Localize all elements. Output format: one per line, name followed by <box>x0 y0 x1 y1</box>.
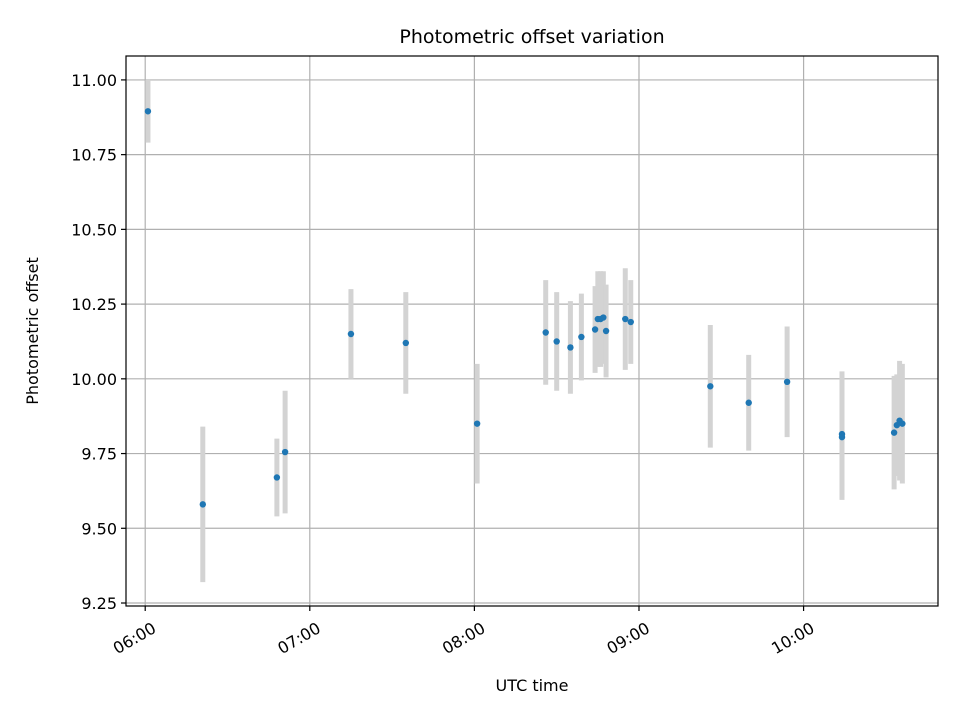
data-point <box>281 448 289 456</box>
data-point <box>199 501 207 508</box>
y-tick-label: 10.00 <box>71 370 117 389</box>
data-point <box>745 399 752 406</box>
data-point <box>783 378 791 386</box>
data-point <box>578 333 585 341</box>
y-tick-label: 11.00 <box>71 71 117 90</box>
y-tick-label: 9.75 <box>81 445 117 464</box>
data-point <box>553 338 560 345</box>
y-tick-label: 10.50 <box>71 220 117 239</box>
y-tick-label: 9.50 <box>81 519 117 538</box>
data-point <box>838 433 846 441</box>
data-point <box>402 339 410 347</box>
data-point <box>473 420 481 427</box>
data-point <box>600 314 607 321</box>
data-point <box>627 318 634 326</box>
chart-title: Photometric offset variation <box>399 26 664 48</box>
data-point <box>899 420 906 427</box>
y-tick-label: 10.75 <box>71 146 117 165</box>
data-point <box>273 474 281 481</box>
data-point <box>542 329 549 336</box>
y-tick-label: 10.25 <box>71 295 117 314</box>
data-point <box>622 315 629 323</box>
data-point <box>591 326 599 333</box>
y-axis-label: Photometric offset <box>23 257 42 405</box>
data-points <box>144 108 906 508</box>
data-point <box>890 429 898 436</box>
data-point <box>347 330 355 338</box>
plot-area-frame <box>125 55 939 607</box>
y-tick-label: 9.25 <box>81 594 117 613</box>
grid <box>126 56 938 606</box>
data-point <box>602 327 610 335</box>
data-point <box>144 108 152 115</box>
x-axis-label: UTC time <box>496 676 569 695</box>
data-point <box>567 344 574 351</box>
y-axis-ticks: 9.25 9.50 9.75 10.00 10.25 10.50 10.75 11.00 <box>71 71 126 613</box>
data-point <box>707 383 714 390</box>
